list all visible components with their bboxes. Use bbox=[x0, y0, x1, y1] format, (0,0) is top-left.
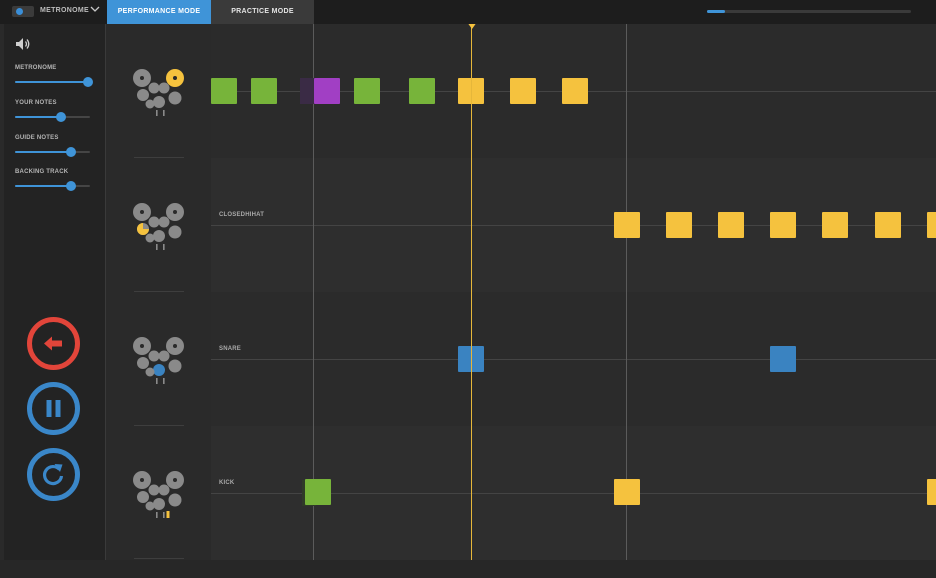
note-guide bbox=[562, 78, 588, 104]
note-guide bbox=[770, 212, 796, 238]
lane-label: KICK bbox=[219, 480, 235, 486]
back-arrow-icon bbox=[44, 336, 62, 351]
drum-kit-column bbox=[107, 24, 211, 560]
top-bar: METRONOME PERFORMANCE MODE PRACTICE MODE bbox=[0, 0, 936, 24]
pause-icon bbox=[46, 400, 61, 417]
bottom-bar bbox=[0, 560, 936, 578]
song-progress-bar[interactable] bbox=[707, 10, 911, 13]
slider-knob[interactable] bbox=[65, 181, 76, 191]
tab-performance-mode[interactable]: PERFORMANCE MODE bbox=[107, 0, 211, 24]
bar-line bbox=[313, 24, 314, 560]
kit-divider bbox=[134, 558, 184, 559]
kit-divider bbox=[134, 291, 184, 292]
kit-hihat-icon bbox=[133, 203, 184, 250]
slider-knob[interactable] bbox=[82, 77, 93, 87]
your-notes-slider[interactable] bbox=[15, 112, 90, 122]
kit-snare-icon bbox=[133, 337, 184, 384]
chevron-down-icon[interactable] bbox=[90, 4, 100, 14]
volume-icon[interactable] bbox=[15, 37, 31, 51]
note-guide bbox=[510, 78, 536, 104]
toggle-knob bbox=[16, 8, 23, 15]
note-guide bbox=[718, 212, 744, 238]
playhead-marker-icon bbox=[468, 24, 476, 29]
guide-notes-slider-label: GUIDE NOTES bbox=[15, 135, 59, 141]
your-notes-slider-label: YOUR NOTES bbox=[15, 100, 57, 106]
note-highway: CLOSEDHIHAT SNARE KICK bbox=[211, 24, 936, 560]
guide-notes-slider[interactable] bbox=[15, 147, 90, 157]
metronome-slider[interactable] bbox=[15, 77, 93, 87]
kit-crash-cymbal-icon bbox=[133, 69, 184, 116]
note-hit bbox=[354, 78, 380, 104]
metronome-label[interactable]: METRONOME bbox=[40, 7, 89, 14]
restart-icon bbox=[42, 464, 64, 486]
slider-fill bbox=[15, 185, 71, 187]
note-guide bbox=[666, 212, 692, 238]
lane-snare: SNARE bbox=[211, 292, 936, 426]
pause-button[interactable] bbox=[27, 382, 80, 435]
metronome-slider-label: METRONOME bbox=[15, 65, 57, 71]
note-hit bbox=[251, 78, 277, 104]
restart-button[interactable] bbox=[27, 448, 80, 501]
note-guide bbox=[927, 479, 936, 505]
lane-closedhihat: CLOSEDHIHAT bbox=[211, 158, 936, 292]
slider-knob[interactable] bbox=[65, 147, 76, 157]
note-guide bbox=[927, 212, 936, 238]
note-hit bbox=[409, 78, 435, 104]
note-trail bbox=[300, 78, 314, 104]
bar-line bbox=[626, 24, 627, 560]
lane-label: CLOSEDHIHAT bbox=[219, 212, 265, 218]
kit-divider bbox=[134, 425, 184, 426]
backing-track-slider[interactable] bbox=[15, 181, 90, 191]
note-hit bbox=[305, 479, 331, 505]
lane-line bbox=[211, 225, 936, 226]
slider-fill bbox=[15, 116, 61, 118]
lane-kick: KICK bbox=[211, 426, 936, 560]
note-miss bbox=[314, 78, 340, 104]
backing-track-slider-label: BACKING TRACK bbox=[15, 169, 69, 175]
slider-knob[interactable] bbox=[55, 112, 66, 122]
note-guide bbox=[875, 212, 901, 238]
slider-fill bbox=[15, 151, 71, 153]
lane-line bbox=[211, 359, 936, 360]
slider-fill bbox=[15, 81, 88, 83]
playhead bbox=[471, 24, 472, 560]
sidebar: METRONOME YOUR NOTES GUIDE NOTES BACKING TR… bbox=[4, 24, 106, 560]
note-guide bbox=[614, 212, 640, 238]
kit-divider bbox=[134, 157, 184, 158]
lane-label: SNARE bbox=[219, 346, 242, 352]
song-progress-fill bbox=[707, 10, 726, 13]
note-snare bbox=[770, 346, 796, 372]
note-guide bbox=[614, 479, 640, 505]
back-button[interactable] bbox=[27, 317, 80, 370]
kit-kick-icon bbox=[133, 471, 184, 518]
metronome-toggle[interactable] bbox=[12, 6, 34, 17]
lane-line bbox=[211, 493, 936, 494]
note-hit bbox=[211, 78, 237, 104]
note-guide bbox=[822, 212, 848, 238]
tab-practice-mode[interactable]: PRACTICE MODE bbox=[211, 0, 314, 24]
